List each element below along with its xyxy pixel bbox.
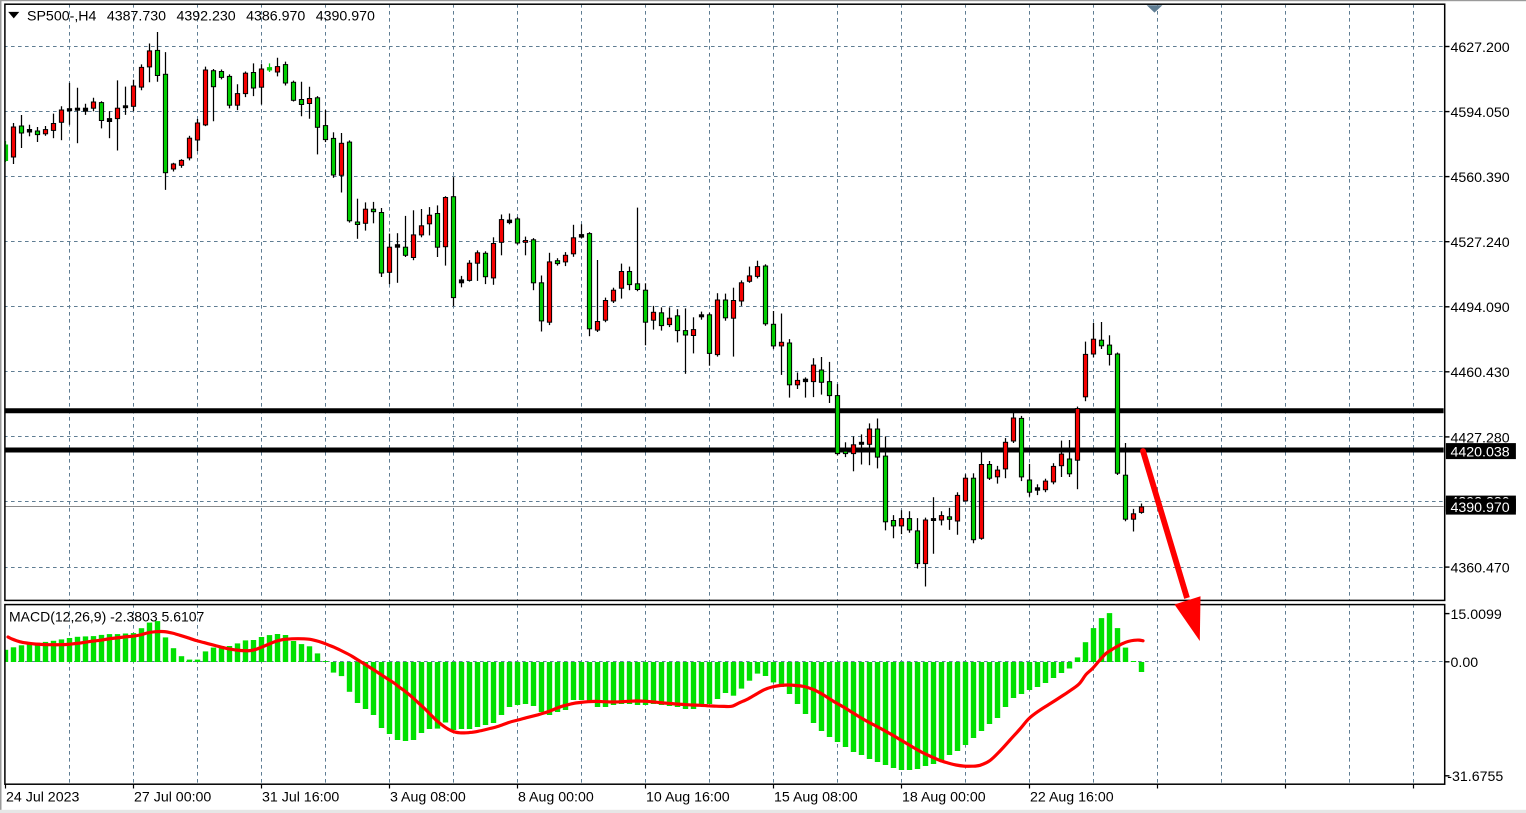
svg-text:4420.038: 4420.038 (1451, 444, 1510, 460)
svg-text:8 Aug 00:00: 8 Aug 00:00 (518, 789, 594, 805)
svg-text:4627.200: 4627.200 (1451, 40, 1510, 56)
svg-text:4560.390: 4560.390 (1451, 170, 1510, 186)
svg-text:15 Aug 08:00: 15 Aug 08:00 (774, 789, 858, 805)
svg-text:18 Aug 00:00: 18 Aug 00:00 (902, 789, 986, 805)
svg-text:3 Aug 08:00: 3 Aug 08:00 (390, 789, 466, 805)
svg-text:4594.050: 4594.050 (1451, 105, 1510, 121)
svg-text:-31.6755: -31.6755 (1447, 769, 1503, 785)
svg-text:31 Jul 16:00: 31 Jul 16:00 (262, 789, 339, 805)
svg-text:4390.970: 4390.970 (1451, 500, 1510, 516)
svg-text:0.00: 0.00 (1451, 655, 1479, 671)
svg-text:15.0099: 15.0099 (1451, 607, 1502, 623)
svg-text:10 Aug 16:00: 10 Aug 16:00 (646, 789, 730, 805)
svg-text:MACD(12,26,9) -2.3803 5.6107: MACD(12,26,9) -2.3803 5.6107 (9, 608, 205, 624)
svg-text:4360.470: 4360.470 (1451, 561, 1510, 577)
svg-text:27 Jul 00:00: 27 Jul 00:00 (134, 789, 211, 805)
svg-text:4527.240: 4527.240 (1451, 235, 1510, 251)
svg-text:SP500-,H4 4387.730 4392.230 43: SP500-,H4 4387.730 4392.230 4386.970 439… (27, 9, 375, 25)
svg-text:4494.090: 4494.090 (1451, 300, 1510, 316)
svg-text:4460.430: 4460.430 (1451, 365, 1510, 381)
svg-text:4427.280: 4427.280 (1451, 430, 1510, 446)
svg-text:24 Jul 2023: 24 Jul 2023 (6, 789, 79, 805)
svg-text:22 Aug 16:00: 22 Aug 16:00 (1030, 789, 1114, 805)
